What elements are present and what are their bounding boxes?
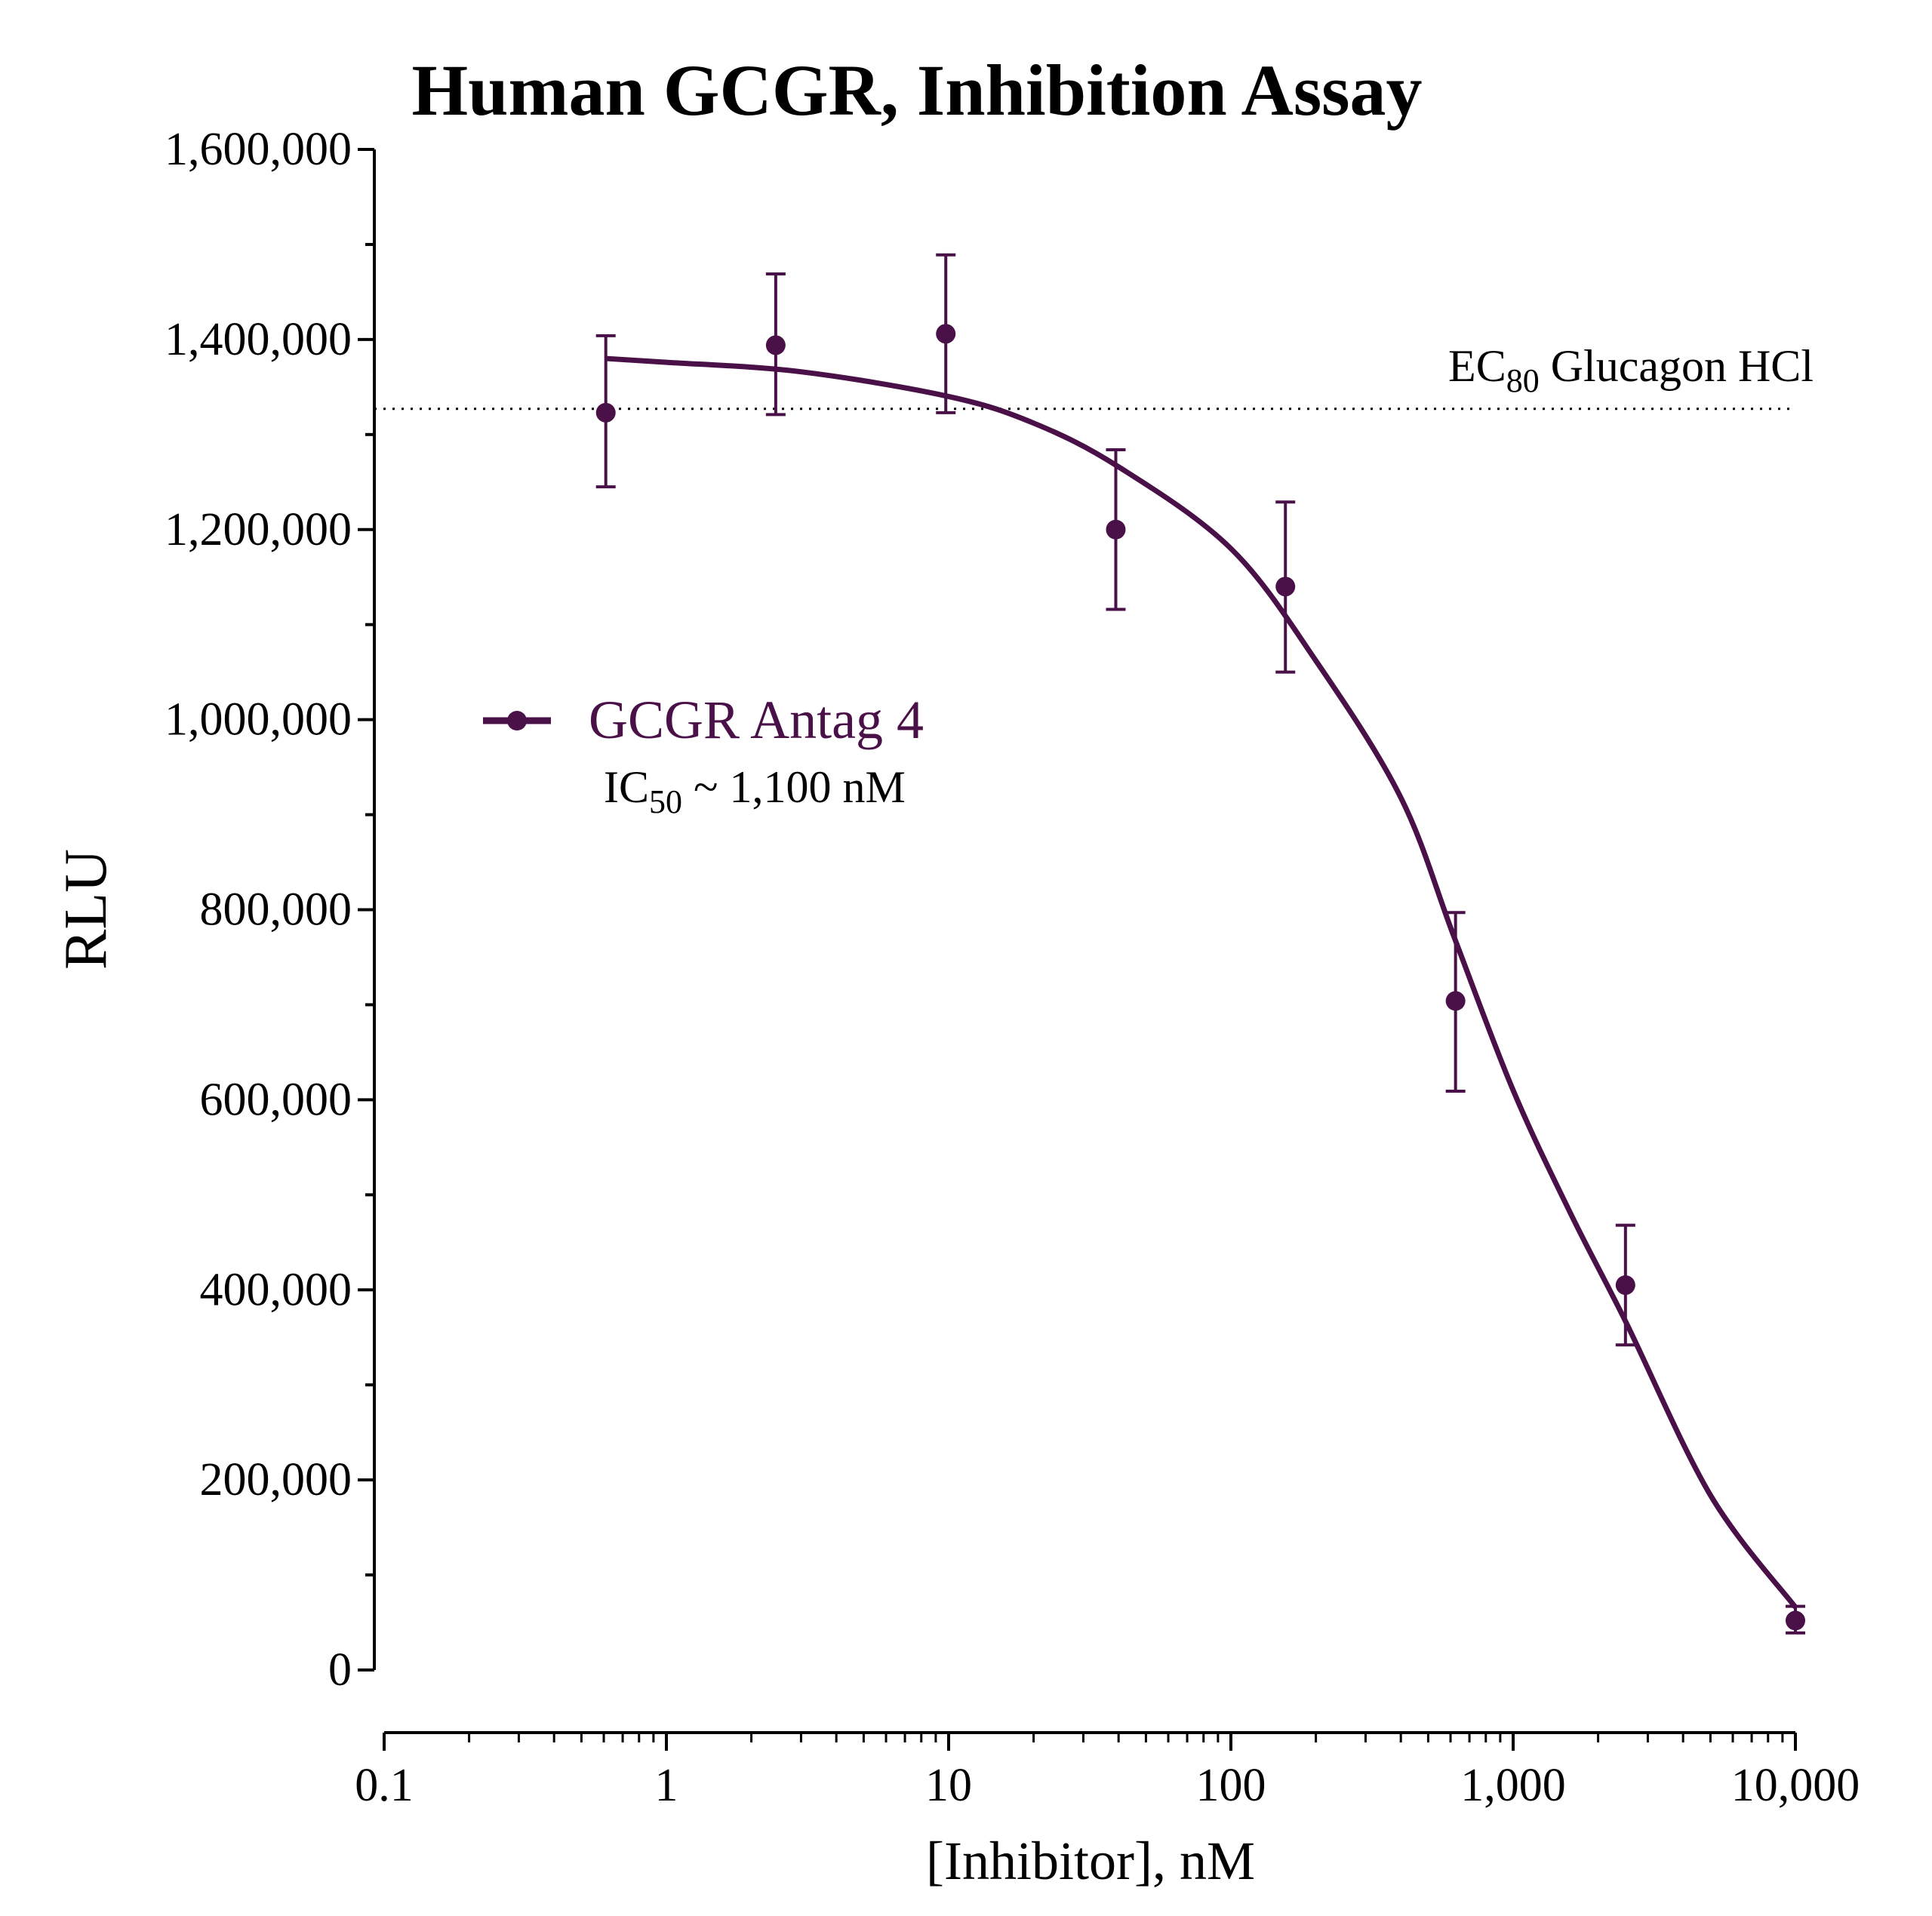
- y-tick-label: 200,000: [200, 1454, 352, 1505]
- data-point: [595, 402, 616, 423]
- y-tick-label: 1,400,000: [165, 314, 352, 365]
- y-tick-label: 400,000: [200, 1264, 352, 1315]
- x-tick-label: 10: [925, 1760, 972, 1811]
- ic50-annotation: IC50 ~ 1,100 nM: [604, 762, 906, 820]
- chart-title: Human GCGR, Inhibition Assay: [411, 50, 1422, 131]
- ref-label-prefix: EC: [1448, 341, 1506, 391]
- x-tick-label: 1,000: [1460, 1760, 1566, 1811]
- ic50-value: ~ 1,100 nM: [682, 762, 906, 812]
- data-point: [1615, 1275, 1635, 1295]
- legend-series-label: GCGR Antag 4: [589, 690, 924, 750]
- x-axis-label: [Inhibitor], nM: [926, 1831, 1255, 1891]
- ic50-subscript: 50: [649, 783, 682, 820]
- y-tick-label: 600,000: [200, 1074, 352, 1125]
- data-point: [1106, 519, 1126, 540]
- y-tick-label: 1,600,000: [165, 124, 352, 175]
- ref-label-suffix: Glucagon HCl: [1540, 341, 1814, 391]
- legend: GCGR Antag 4 IC50 ~ 1,100 nM: [483, 690, 924, 820]
- data-point: [1445, 991, 1466, 1011]
- data-point: [936, 324, 956, 344]
- data-point: [1275, 577, 1296, 597]
- legend-dot-marker: [507, 711, 527, 730]
- y-tick-label: 1,200,000: [165, 504, 352, 555]
- fit-curve: [605, 355, 1798, 1609]
- x-tick-label: 10,000: [1731, 1760, 1860, 1811]
- y-axis-label: RLU: [53, 849, 119, 970]
- x-tick-label: 100: [1196, 1760, 1266, 1811]
- data-point: [765, 335, 786, 355]
- ref-label-subscript: 80: [1506, 362, 1540, 399]
- y-tick-label: 0: [328, 1644, 352, 1696]
- ic50-prefix: IC: [604, 762, 649, 812]
- y-tick-label: 800,000: [200, 884, 352, 936]
- y-tick-label: 1,000,000: [165, 694, 352, 746]
- x-tick-label: 0.1: [355, 1760, 414, 1811]
- data-point: [1786, 1610, 1805, 1631]
- reference-line-label: EC80 Glucagon HCl: [1448, 341, 1814, 399]
- x-tick-label: 1: [655, 1760, 678, 1811]
